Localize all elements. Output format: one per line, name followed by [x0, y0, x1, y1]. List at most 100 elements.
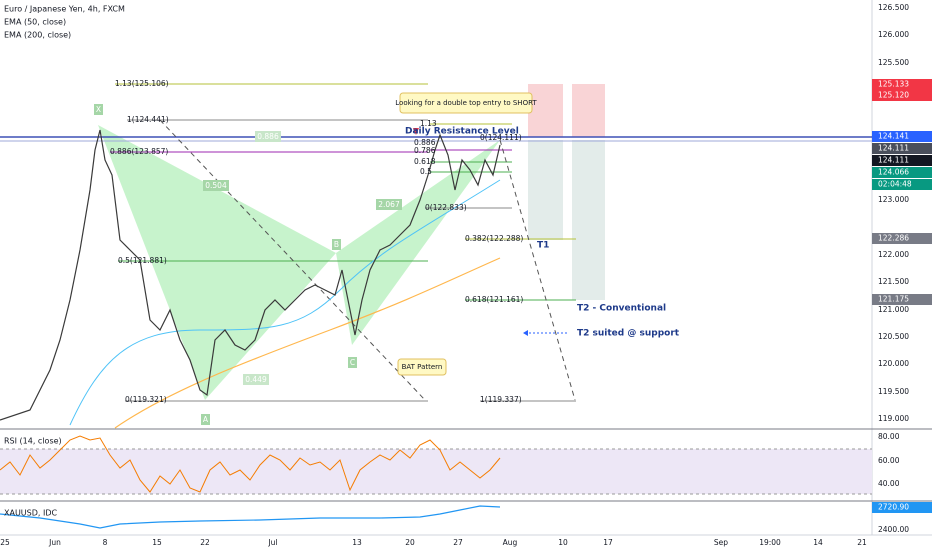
badge: [872, 502, 932, 513]
time-label: 17: [603, 538, 613, 547]
time-label: 27: [453, 538, 463, 547]
indicator: EMA (50, close): [4, 18, 66, 27]
callout-box: [397, 358, 447, 376]
target-label: T2 - Conventional: [577, 304, 666, 314]
price-label: 123.000: [878, 195, 909, 204]
badge: [872, 179, 932, 190]
risk-box: [572, 84, 605, 137]
price-label: 121.500: [878, 277, 909, 286]
badge-text: 125.133: [878, 80, 909, 89]
point-label: A: [203, 415, 209, 424]
price-label: 120.000: [878, 359, 909, 368]
ratio-label: 0.504: [205, 181, 227, 190]
fib-label: 0(122.833): [425, 203, 467, 212]
fib-label: 0.886: [414, 138, 436, 147]
fib-label: 0.618(121.161): [465, 295, 523, 304]
pattern-bcd: [336, 140, 500, 345]
projection: [499, 139, 576, 401]
callout-box: [399, 92, 533, 114]
price-label: 126.000: [878, 30, 909, 39]
badge: [872, 155, 932, 166]
point-tag: [94, 104, 103, 115]
badge-text: 124.066: [878, 168, 909, 177]
price-label: 119.500: [878, 387, 909, 396]
point-label: B: [334, 240, 339, 249]
fib-label: 1(124.441): [127, 115, 169, 124]
badge: [872, 131, 932, 142]
rsi-label: 40.00: [878, 479, 900, 488]
arrow-head: [523, 330, 528, 336]
badge-text: 02:04:48: [878, 180, 912, 189]
point-tag: [332, 239, 341, 250]
badge: [872, 167, 932, 178]
bat-label: BAT Pattern: [402, 363, 443, 371]
badge: [872, 79, 932, 90]
time-label: 10: [558, 538, 568, 547]
price-label: 120.500: [878, 332, 909, 341]
time-label: 22: [200, 538, 210, 547]
pattern-xab: [98, 125, 336, 400]
callout: Looking for a double top entry to SHORT: [395, 99, 537, 107]
projection: [159, 119, 426, 401]
xau-title: XAUUSD, IDC: [4, 509, 58, 518]
symbol: Euro / Japanese Yen, 4h, FXCM: [4, 5, 125, 14]
rsi-band: [0, 449, 872, 494]
time-label: 8: [103, 538, 108, 547]
price-label: 119.000: [878, 414, 909, 423]
ratio-tag: [203, 180, 229, 191]
time-label: 20: [405, 538, 415, 547]
time-label: 25: [0, 538, 10, 547]
fib-label: 1.13(125.106): [115, 79, 169, 88]
ratio-label: 0.449: [245, 375, 267, 384]
ratio-tag: [243, 374, 269, 385]
price-label: 122.000: [878, 250, 909, 259]
price-series: [0, 129, 501, 421]
badge: [872, 233, 932, 244]
badge-text: 121.175: [878, 295, 909, 304]
xau-label: 2400.00: [878, 525, 909, 534]
time-label: 21: [857, 538, 867, 547]
target-label: T2 suited @ support: [577, 329, 680, 339]
ema-50: [69, 179, 501, 426]
ratio-tag: [255, 131, 281, 142]
reward-box: [572, 140, 605, 300]
badge: [872, 294, 932, 305]
time-label: 19:00: [759, 538, 781, 547]
fib-label: 0.786: [414, 146, 436, 155]
fib-label: 1(119.337): [480, 395, 522, 404]
point-label: X: [96, 105, 101, 114]
point-tag: [348, 357, 357, 368]
badge: [872, 90, 932, 101]
time-label: 13: [352, 538, 362, 547]
time-label: 15: [152, 538, 162, 547]
time-label: 14: [813, 538, 823, 547]
ratio-label: 2.067: [378, 200, 400, 209]
price-label: 126.500: [878, 3, 909, 12]
fib-label: 1.13: [420, 119, 437, 128]
time-label: Aug: [503, 538, 518, 547]
fib-label: 0.382(122.288): [465, 234, 523, 243]
indicator: EMA (200, close): [4, 31, 71, 40]
badge-text: 124.111: [878, 156, 909, 165]
ratio-tag: [376, 199, 402, 210]
target-label: T1: [537, 241, 549, 251]
badge-text: 124.141: [878, 132, 909, 141]
resistance-label: Daily Resistance Level: [405, 127, 519, 137]
time-label: Sep: [714, 538, 728, 547]
fib-label: 0.618: [414, 157, 436, 166]
price-label: 121.000: [878, 305, 909, 314]
ema-200: [114, 257, 501, 429]
rsi-label: 80.00: [878, 432, 900, 441]
xau-line: [0, 505, 501, 529]
badge-text: 125.120: [878, 91, 909, 100]
time-label: Jul: [267, 538, 277, 547]
badge-text: 2720.90: [878, 503, 909, 512]
badge-text: 124.111: [878, 144, 909, 153]
fib-label: 0(119.321): [125, 395, 167, 404]
fib-label: 0.5(121.881): [118, 256, 167, 265]
ratio-label: 0.886: [257, 132, 279, 141]
fib-label: 0.886(123.857): [110, 147, 168, 156]
fib-label: 0(124.111): [480, 133, 522, 142]
fib-label: 0.5: [420, 167, 432, 176]
